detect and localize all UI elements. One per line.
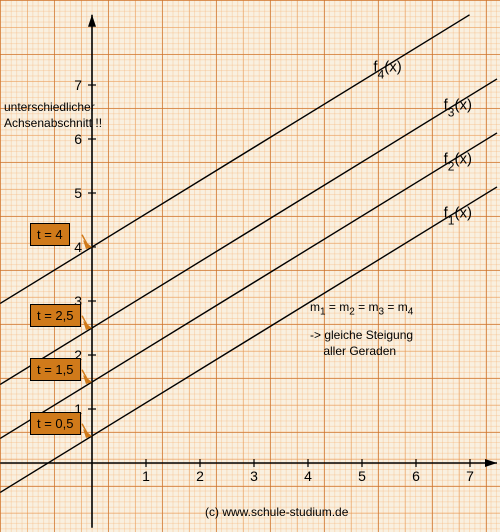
- x-tick-label: 2: [196, 468, 204, 484]
- x-tick-label: 6: [412, 468, 420, 484]
- function-label-f4: f4(x): [373, 59, 401, 82]
- note-right-line2: -> gleiche Steigung: [310, 328, 413, 344]
- x-tick-label: 1: [142, 468, 150, 484]
- intercept-label-0: t = 4: [30, 223, 70, 246]
- x-tick-label: 5: [358, 468, 366, 484]
- x-tick-label: 7: [466, 468, 474, 484]
- note-right-eq: m1 = m2 = m3 = m4: [310, 300, 413, 318]
- function-line-f1: [0, 187, 497, 493]
- function-line-f2: [0, 133, 497, 439]
- note-top-left: unterschiedlicher Achsenabschnitt !!: [4, 100, 102, 131]
- note-top-left-line1: unterschiedlicher: [4, 100, 95, 114]
- plot-svg: 12345671234567f1(x)f2(x)f3(x)f4(x): [0, 0, 500, 532]
- y-tick-label: 4: [74, 239, 82, 255]
- function-label-f1: f1(x): [444, 204, 472, 227]
- function-label-f3: f3(x): [444, 96, 472, 119]
- x-tick-label: 3: [250, 468, 258, 484]
- note-right-line3: aller Geraden: [310, 344, 413, 360]
- y-tick-label: 5: [74, 185, 82, 201]
- function-label-f2: f2(x): [444, 150, 472, 173]
- intercept-label-1: t = 2,5: [30, 304, 81, 327]
- intercept-label-2: t = 1,5: [30, 358, 81, 381]
- y-tick-label: 6: [74, 131, 82, 147]
- x-tick-label: 4: [304, 468, 312, 484]
- y-tick-label: 7: [74, 77, 82, 93]
- graph-canvas: 12345671234567f1(x)f2(x)f3(x)f4(x) unter…: [0, 0, 500, 532]
- note-top-left-line2: Achsenabschnitt !!: [4, 116, 102, 130]
- credit-text: (c) www.schule-studium.de: [205, 505, 348, 519]
- note-right: m1 = m2 = m3 = m4 -> gleiche Steigung al…: [310, 300, 413, 360]
- intercept-label-3: t = 0,5: [30, 412, 81, 435]
